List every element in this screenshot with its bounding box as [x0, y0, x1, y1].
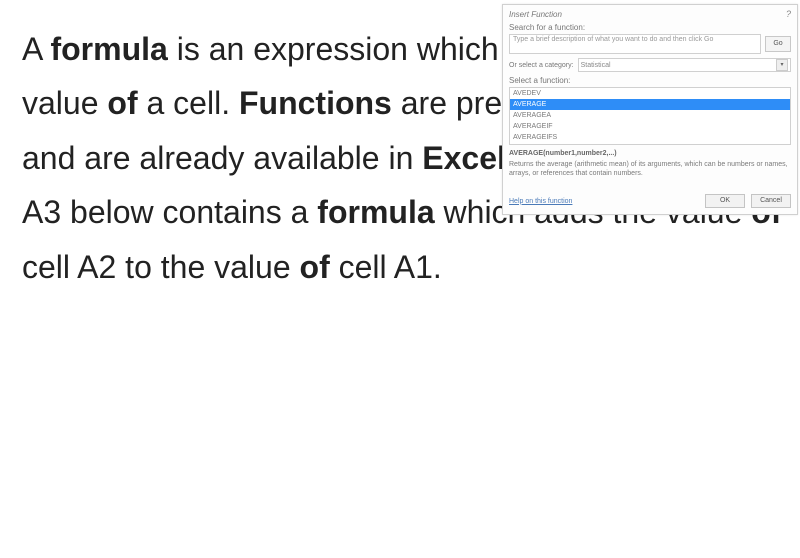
function-list-label: Select a function: — [509, 76, 791, 85]
dialog-help-icon[interactable]: ? — [786, 9, 791, 19]
function-description: Returns the average (arithmetic mean) of… — [509, 160, 791, 178]
bold-term: of — [300, 249, 330, 285]
help-link[interactable]: Help on this function — [509, 198, 572, 205]
list-item[interactable]: AVERAGEIF — [510, 121, 790, 132]
category-select[interactable]: Statistical ▾ — [578, 58, 791, 72]
list-item[interactable]: AVEDEV — [510, 88, 790, 99]
chevron-down-icon: ▾ — [776, 59, 788, 71]
list-item[interactable]: AVERAGEA — [510, 110, 790, 121]
function-listbox[interactable]: AVEDEVAVERAGEAVERAGEAAVERAGEIFAVERAGEIFS… — [509, 87, 791, 145]
bold-term: Excel — [422, 140, 506, 176]
dialog-title: Insert Function — [509, 10, 562, 19]
bold-term: of — [107, 85, 137, 121]
insert-function-dialog: Insert Function ? Search for a function:… — [502, 4, 798, 215]
go-button[interactable]: Go — [765, 36, 791, 52]
list-item[interactable]: BETA.DIST — [510, 143, 790, 145]
bold-term: Functions — [239, 85, 392, 121]
search-label: Search for a function: — [509, 23, 791, 32]
bold-term: formula — [317, 194, 434, 230]
text-run: cell A2 to the value — [22, 249, 300, 285]
list-item[interactable]: AVERAGE — [510, 99, 790, 110]
text-run: cell A1. — [330, 249, 442, 285]
ok-button[interactable]: OK — [705, 194, 745, 208]
category-value: Statistical — [581, 62, 611, 69]
search-input[interactable]: Type a brief description of what you wan… — [509, 34, 761, 54]
list-item[interactable]: AVERAGEIFS — [510, 132, 790, 143]
category-label: Or select a category: — [509, 62, 574, 69]
text-run: A — [22, 31, 50, 67]
text-run: a cell. — [138, 85, 239, 121]
function-signature: AVERAGE(number1,number2,...) — [509, 149, 791, 158]
cancel-button[interactable]: Cancel — [751, 194, 791, 208]
text-run: and are already available in — [22, 140, 422, 176]
bold-term: formula — [50, 31, 167, 67]
